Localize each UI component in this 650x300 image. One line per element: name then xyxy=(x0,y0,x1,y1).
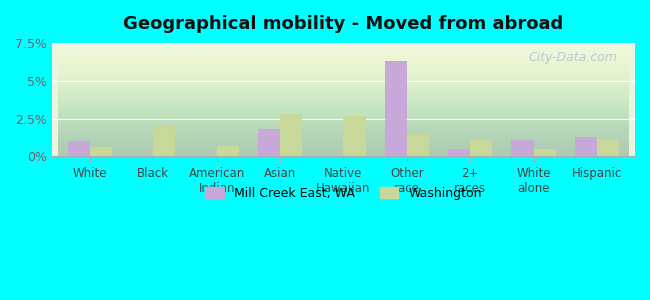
Bar xyxy=(448,149,470,156)
Bar xyxy=(68,141,90,156)
Text: City-Data.com: City-Data.com xyxy=(528,51,618,64)
Bar xyxy=(575,137,597,156)
Legend: Mill Creek East, WA, Washington: Mill Creek East, WA, Washington xyxy=(200,182,487,205)
Bar xyxy=(534,149,556,156)
Bar xyxy=(258,129,280,156)
Bar xyxy=(407,134,429,156)
Bar xyxy=(90,147,112,156)
Bar xyxy=(470,140,493,156)
Bar xyxy=(597,140,619,156)
Bar xyxy=(216,146,239,156)
Bar xyxy=(153,126,176,156)
Bar xyxy=(280,114,302,156)
Title: Geographical mobility - Moved from abroad: Geographical mobility - Moved from abroa… xyxy=(124,15,564,33)
Bar xyxy=(343,116,365,156)
Bar xyxy=(512,140,534,156)
Bar xyxy=(385,61,407,156)
